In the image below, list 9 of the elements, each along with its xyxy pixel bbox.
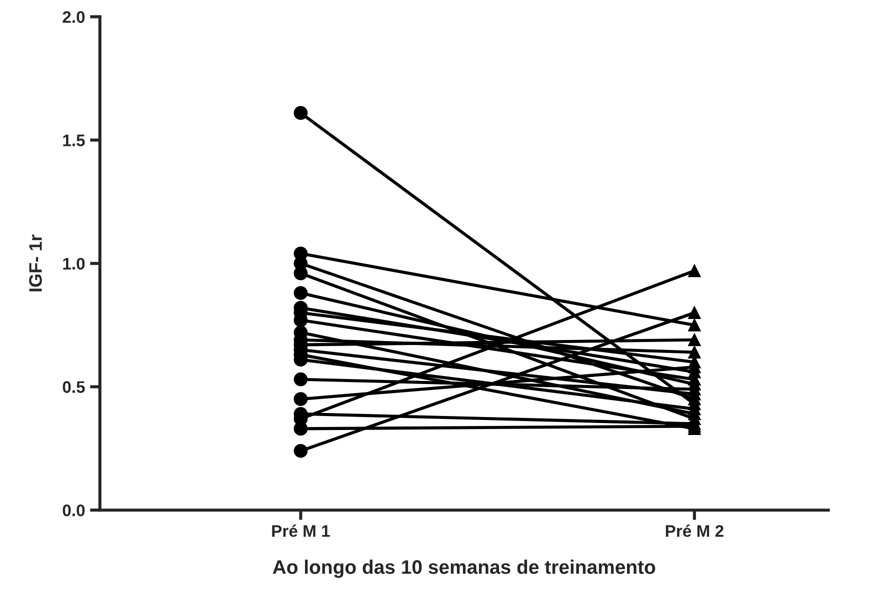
y-tick-label: 1.5 — [63, 134, 85, 146]
y-tick-label: 0.0 — [62, 504, 85, 516]
x-axis-title: Ao longo das 10 semanas de treinamento — [272, 560, 656, 578]
x-tick-label: Pré M 1 — [272, 524, 330, 537]
y-tick-label: 0.5 — [62, 381, 85, 393]
y-axis-title: IGF- 1r — [29, 234, 42, 292]
x-tick-label: Pré M 2 — [666, 524, 724, 537]
y-tick-label: 1.0 — [63, 258, 85, 270]
y-tick-label: 2.0 — [62, 11, 85, 23]
